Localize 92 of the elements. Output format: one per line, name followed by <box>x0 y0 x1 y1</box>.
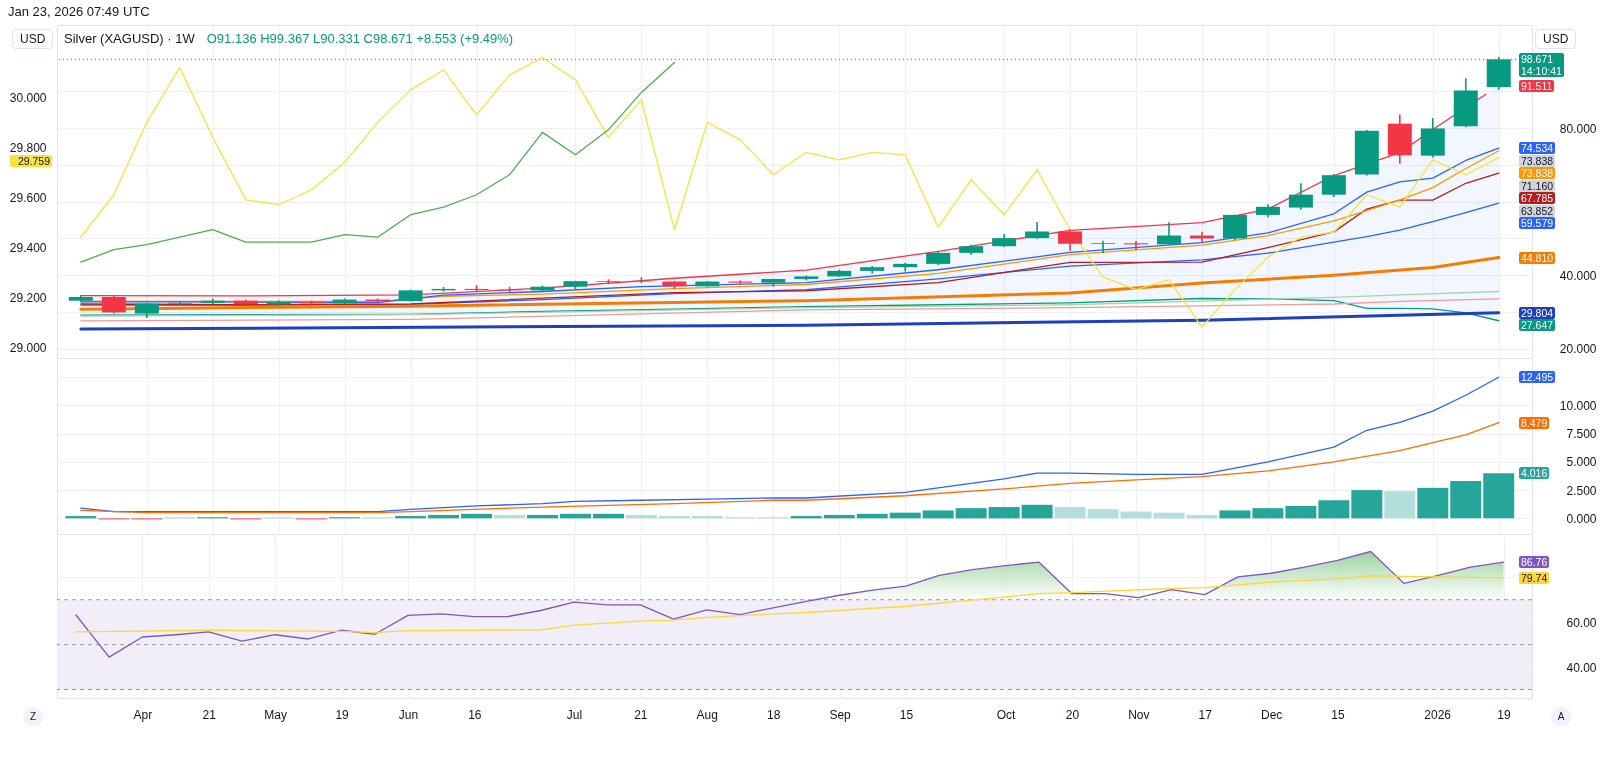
annotation: 63.852 <box>1521 204 1554 217</box>
data-label: 27.647 <box>1521 319 1554 332</box>
data-label: 12.495 <box>1521 371 1554 384</box>
x-tick-label: Nov <box>1128 707 1150 722</box>
text: Z <box>23 707 43 727</box>
data-label: 59.579 <box>1521 217 1554 230</box>
x-tick-label: Oct <box>996 707 1017 722</box>
candlestick <box>1222 213 1247 241</box>
data-label: 67.785 <box>1521 192 1554 205</box>
annotation: 71.160 <box>1521 179 1554 192</box>
candlestick <box>1058 228 1083 252</box>
bar <box>1252 508 1284 519</box>
line-series <box>75 575 1505 634</box>
bar <box>1054 507 1086 519</box>
x-tick-label: Jul <box>566 707 583 722</box>
data-label: 74.534 <box>1521 142 1554 155</box>
data-label: 29.804 <box>1521 306 1554 319</box>
x-tick-label: Sep <box>829 707 852 722</box>
x-tick-label: 15 <box>1331 707 1346 722</box>
line-series <box>80 421 1500 514</box>
x-tick-label: 20 <box>1065 707 1080 722</box>
bar <box>1087 509 1119 519</box>
bar <box>922 510 954 519</box>
x-tick-label: 17 <box>1198 707 1213 722</box>
annotation: 73.838 <box>1521 154 1554 167</box>
line-series <box>75 550 1505 658</box>
annotation: 91.511 <box>1521 79 1553 92</box>
ref-line-label: 98.671 <box>1521 53 1555 66</box>
x-tick-label: Dec <box>1260 707 1283 722</box>
y-tick-label: 5.000 <box>1566 455 1597 470</box>
data-label: 8.479 <box>1521 416 1548 429</box>
x-tick-label: 21 <box>634 707 648 722</box>
candlestick <box>1321 173 1346 198</box>
candlestick <box>1288 182 1313 211</box>
y2-axis-title: USD <box>12 29 54 49</box>
text: Silver (XAGUSD) · 1W <box>64 31 195 46</box>
x-tick-label: Aug <box>696 707 718 722</box>
y2-tick-label: 30.000 <box>9 90 47 105</box>
y2-tick-label: 29.400 <box>9 240 47 255</box>
y-tick-label: 60.00 <box>1566 615 1597 630</box>
x-tick-label: 16 <box>468 707 482 722</box>
x-tick-label: 2026 <box>1424 707 1452 722</box>
x-tick-label: 18 <box>766 707 781 722</box>
y-tick-label: 80.000 <box>1559 121 1597 136</box>
line-series <box>80 61 676 263</box>
y2-tick-label: 29.000 <box>9 340 47 355</box>
bar <box>1318 500 1350 519</box>
bar <box>1021 504 1053 519</box>
x-tick-label: Jun <box>398 707 419 722</box>
x-tick-label: 21 <box>202 707 217 722</box>
line-series <box>80 172 1500 306</box>
data-label: 79.74 <box>1521 571 1548 584</box>
y-tick-label: 7.500 <box>1566 427 1597 442</box>
bar <box>955 508 987 519</box>
y-tick-label: 40.00 <box>1566 660 1597 675</box>
bar <box>1285 505 1317 519</box>
x-tick-label: Apr <box>133 707 153 722</box>
candlestick <box>1156 221 1181 246</box>
y-tick-label: 40.000 <box>1559 268 1597 283</box>
candlestick <box>1091 239 1116 254</box>
data-label: 73.838 <box>1521 167 1554 180</box>
data-label: 86.76 <box>1521 556 1548 569</box>
x-tick-label: May <box>264 707 287 722</box>
y-tick-label: 2.500 <box>1566 483 1597 498</box>
bar <box>1483 473 1515 519</box>
annotation: 4.016 <box>1521 467 1548 480</box>
bar <box>1219 510 1251 519</box>
y2-tick-label: 29.600 <box>9 190 47 205</box>
text: O91.136 H99.367 L90.331 C98.671 +8.553 (+9.49%) <box>206 31 514 46</box>
text: Jan 23, 2026 07:49 UTC <box>8 4 150 19</box>
y-tick-label: 10.000 <box>1559 398 1597 413</box>
line-series <box>80 376 1500 513</box>
bar <box>1417 487 1449 519</box>
bar <box>1384 491 1416 519</box>
bar <box>1450 481 1482 519</box>
bar <box>1351 490 1383 519</box>
bar <box>988 507 1020 519</box>
annotation: 14:10:41 <box>1521 65 1562 78</box>
line-series <box>80 290 1500 317</box>
data-label: 44.810 <box>1521 251 1554 264</box>
x-tick-label: 19 <box>335 707 350 722</box>
x-tick-label: 19 <box>1497 707 1512 722</box>
text: 29.759 <box>12 155 50 168</box>
text: A <box>1551 707 1571 727</box>
y-axis-title: USD <box>1535 29 1577 49</box>
x-tick-label: 15 <box>899 707 914 722</box>
y2-tick-label: 29.200 <box>9 290 47 305</box>
line-series <box>79 311 1501 331</box>
line-series <box>79 256 1501 311</box>
y-tick-label: 0.000 <box>1566 511 1597 526</box>
y-tick-label: 20.000 <box>1559 342 1597 357</box>
y2-tick-label: 29.800 <box>9 140 47 155</box>
